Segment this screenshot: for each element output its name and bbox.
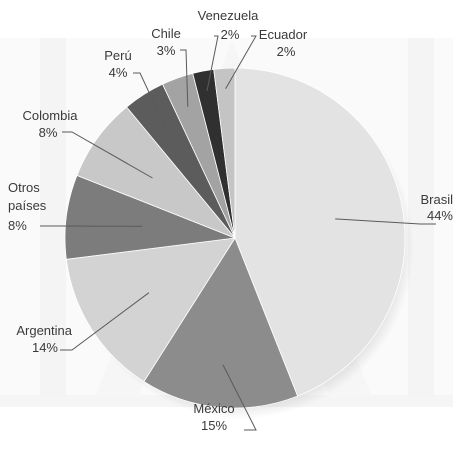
- leader-line-argentina: [60, 292, 150, 351]
- slice-label-ecuador: Ecuador: [259, 27, 308, 42]
- leader-line-peru: [133, 72, 168, 131]
- slice-label-peru: Perú: [104, 48, 131, 63]
- slice-label-chile: Chile: [151, 26, 181, 41]
- slice-label-venezuela: Venezuela: [198, 8, 259, 23]
- watermark-pillar-right: [408, 38, 434, 398]
- slice-label-brasil: Brasil: [420, 192, 453, 207]
- pie-slices: [64, 67, 406, 409]
- slice-label-otros-paises: Otros países: [8, 180, 47, 213]
- slice-value-colombia: 8%: [39, 125, 58, 140]
- slice-label-otros-paises-text-line2: países: [8, 198, 47, 213]
- slice-value-otros-paises: 8%: [8, 218, 27, 233]
- slice-value-peru: 4%: [109, 65, 128, 80]
- pie-leader-lines: [40, 35, 436, 431]
- pie-slice-ecuador: [213, 67, 236, 239]
- slice-label-mexico: México: [193, 401, 234, 416]
- pie-slice-argentina: [65, 237, 236, 383]
- slice-value-venezuela: 2%: [221, 27, 240, 42]
- leader-line-mexico: [222, 364, 257, 431]
- leader-line-ecuador: [225, 35, 257, 89]
- leader-line-brasil: [335, 218, 436, 225]
- slice-label-argentina: Argentina: [16, 323, 72, 338]
- pie-slice-brasil: [234, 67, 406, 397]
- pie-slice-mexico: [143, 237, 299, 409]
- slice-value-brasil: 44%: [427, 208, 453, 223]
- leader-line-colombia: [62, 131, 153, 179]
- leader-line-venezuela: [206, 35, 219, 92]
- pie-labels: Brasil 44% México 15% Argentina 14% Otro…: [8, 8, 453, 433]
- leader-line-chile: [180, 49, 189, 107]
- slice-label-otros-paises-text: Otros: [8, 180, 40, 195]
- watermark-pillar-left: [40, 38, 66, 398]
- slice-label-colombia: Colombia: [23, 108, 79, 123]
- slice-value-mexico: 15%: [201, 418, 227, 433]
- slice-value-ecuador: 2%: [277, 44, 296, 59]
- slice-value-argentina: 14%: [32, 340, 58, 355]
- slice-value-chile: 3%: [157, 43, 176, 58]
